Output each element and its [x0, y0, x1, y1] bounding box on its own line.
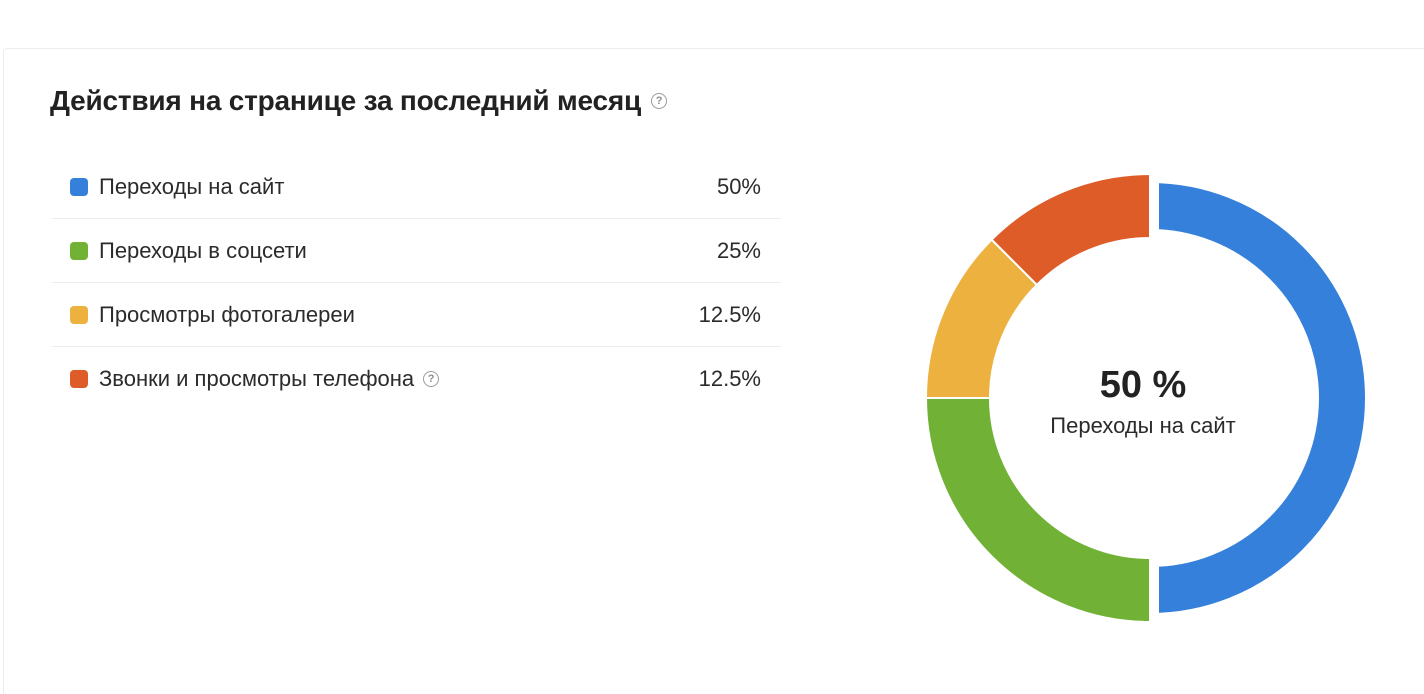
slice-site[interactable] [1141, 165, 1383, 630]
center-value: 50 % [1099, 364, 1187, 406]
legend-value: 12.5% [698, 301, 761, 327]
legend-value: 50% [716, 173, 761, 199]
donut-chart [910, 165, 1390, 630]
legend-value: 12.5% [698, 366, 761, 391]
donut-center: 50 % Переходы на сайт [993, 360, 1293, 442]
legend-label: Переходы в соцсети [99, 237, 307, 263]
donut-svg [924, 165, 1383, 630]
center-label: Переходы на сайт [1050, 413, 1236, 438]
legend-swatch [70, 370, 88, 388]
legend-label: Переходы на сайт [99, 173, 285, 199]
section-header: Действия на странице за последний месяц … [50, 81, 668, 121]
question-circle-icon[interactable]: ? [651, 93, 668, 109]
legend-value: 25% [716, 237, 761, 263]
slice-social[interactable] [924, 397, 1151, 624]
legend-item: Звонки и просмотры телефона ? 12.5% [52, 347, 781, 411]
question-circle-icon[interactable]: ? [423, 371, 440, 387]
slice-calls[interactable] [990, 172, 1151, 287]
legend-label: Звонки и просмотры телефона [99, 366, 415, 391]
legend-swatch [70, 177, 88, 196]
section-title: Действия на странице за последний месяц [50, 85, 642, 116]
legend-swatch [70, 305, 88, 324]
chart-legend: Переходы на сайт 50% Переходы в соцсети … [52, 155, 781, 411]
legend-item: Просмотры фотогалереи 12.5% [52, 283, 781, 347]
legend-label: Просмотры фотогалереи [99, 301, 355, 327]
legend-item: Переходы на сайт 50% [52, 155, 781, 219]
legend-swatch [70, 241, 88, 260]
legend-item: Переходы в соцсети 25% [52, 219, 781, 283]
